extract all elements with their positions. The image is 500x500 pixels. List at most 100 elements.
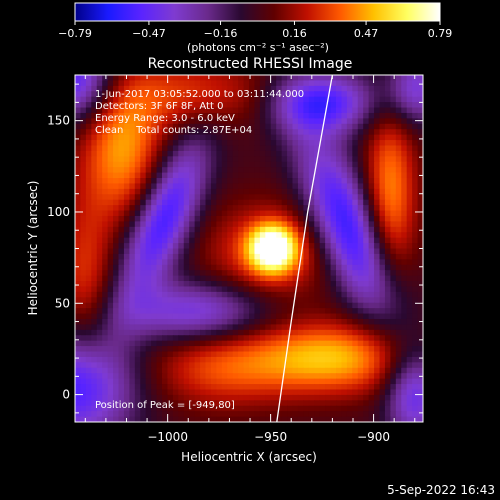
heatmap-cell <box>221 215 228 222</box>
heatmap-cell <box>118 221 125 228</box>
heatmap-cell <box>194 308 201 315</box>
heatmap-cell <box>232 232 239 239</box>
heatmap-cell <box>254 351 261 358</box>
heatmap-cell <box>85 291 92 298</box>
heatmap-cell <box>390 286 397 293</box>
heatmap-cell <box>113 297 120 304</box>
heatmap-cell <box>287 302 294 309</box>
heatmap-cell <box>336 102 343 109</box>
heatmap-cell <box>254 253 261 260</box>
heatmap-cell <box>346 161 353 168</box>
heatmap-cell <box>374 205 381 212</box>
heatmap-cell <box>308 199 315 206</box>
heatmap-cell <box>368 194 375 201</box>
heatmap-cell <box>325 172 332 179</box>
heatmap-cell <box>270 253 277 260</box>
heatmap-cell <box>259 248 266 255</box>
heatmap-cell <box>325 367 332 374</box>
heatmap-cell <box>308 286 315 293</box>
heatmap-cell <box>390 367 397 374</box>
heatmap-cell <box>118 356 125 363</box>
heatmap-cell <box>96 335 103 342</box>
heatmap-cell <box>167 226 174 233</box>
heatmap-cell <box>412 362 419 369</box>
heatmap-cell <box>287 400 294 407</box>
heatmap-cell <box>412 270 419 277</box>
heatmap-cell <box>205 324 212 331</box>
heatmap-cell <box>417 194 423 201</box>
heatmap-cell <box>412 253 419 260</box>
heatmap-cell <box>374 194 381 201</box>
heatmap-cell <box>379 172 386 179</box>
heatmap-cell <box>406 140 413 147</box>
heatmap-cell <box>303 150 310 157</box>
heatmap-cell <box>200 237 207 244</box>
heatmap-cell <box>210 329 217 336</box>
heatmap-cell <box>249 96 256 103</box>
heatmap-cell <box>379 232 386 239</box>
heatmap-cell <box>129 275 136 282</box>
heatmap-cell <box>406 199 413 206</box>
heatmap-cell <box>330 183 337 190</box>
heatmap-cell <box>395 96 402 103</box>
heatmap-cell <box>346 318 353 325</box>
heatmap-cell <box>287 313 294 320</box>
heatmap-cell <box>341 123 348 130</box>
heatmap-cell <box>162 167 169 174</box>
heatmap-cell <box>292 123 299 130</box>
heatmap-cell <box>75 302 82 309</box>
heatmap-cell <box>406 308 413 315</box>
heatmap-cell <box>123 389 130 396</box>
heatmap-cell <box>390 356 397 363</box>
heatmap-cell <box>319 210 326 217</box>
heatmap-cell <box>210 297 217 304</box>
heatmap-cell <box>113 367 120 374</box>
heatmap-cell <box>270 248 277 255</box>
heatmap-cell <box>178 226 185 233</box>
heatmap-cell <box>156 367 163 374</box>
heatmap-cell <box>417 134 423 141</box>
heatmap-cell <box>118 188 125 195</box>
heatmap-cell <box>129 156 136 163</box>
heatmap-cell <box>287 340 294 347</box>
heatmap-cell <box>216 324 223 331</box>
heatmap-cell <box>281 335 288 342</box>
heatmap-cell <box>210 308 217 315</box>
heatmap-cell <box>281 156 288 163</box>
heatmap-cell <box>395 188 402 195</box>
heatmap-cell <box>227 183 234 190</box>
heatmap-cell <box>363 335 370 342</box>
heatmap-cell <box>417 145 423 152</box>
heatmap-cell <box>194 75 201 82</box>
heatmap-cell <box>384 362 391 369</box>
heatmap-cell <box>145 351 152 358</box>
heatmap-cell <box>227 102 234 109</box>
heatmap-cell <box>145 183 152 190</box>
heatmap-cell <box>167 389 174 396</box>
heatmap-cell <box>308 259 315 266</box>
heatmap-cell <box>384 367 391 374</box>
heatmap-cell <box>96 308 103 315</box>
heatmap-cell <box>200 194 207 201</box>
heatmap-cell <box>85 199 92 206</box>
heatmap-cell <box>210 210 217 217</box>
heatmap-cell <box>336 96 343 103</box>
heatmap-cell <box>379 118 386 125</box>
heatmap-cell <box>374 188 381 195</box>
heatmap-cell <box>238 96 245 103</box>
heatmap-cell <box>80 275 87 282</box>
heatmap-cell <box>134 297 141 304</box>
heatmap-cell <box>336 172 343 179</box>
heatmap-cell <box>297 243 304 250</box>
heatmap-cell <box>113 259 120 266</box>
heatmap-cell <box>205 80 212 87</box>
heatmap-cell <box>102 102 109 109</box>
heatmap-cell <box>265 378 272 385</box>
heatmap-cell <box>243 221 250 228</box>
heatmap-cell <box>162 91 169 98</box>
heatmap-cell <box>336 281 343 288</box>
heatmap-cell <box>259 232 266 239</box>
heatmap-cell <box>232 161 239 168</box>
heatmap-cell <box>102 161 109 168</box>
heatmap-cell <box>151 107 158 114</box>
